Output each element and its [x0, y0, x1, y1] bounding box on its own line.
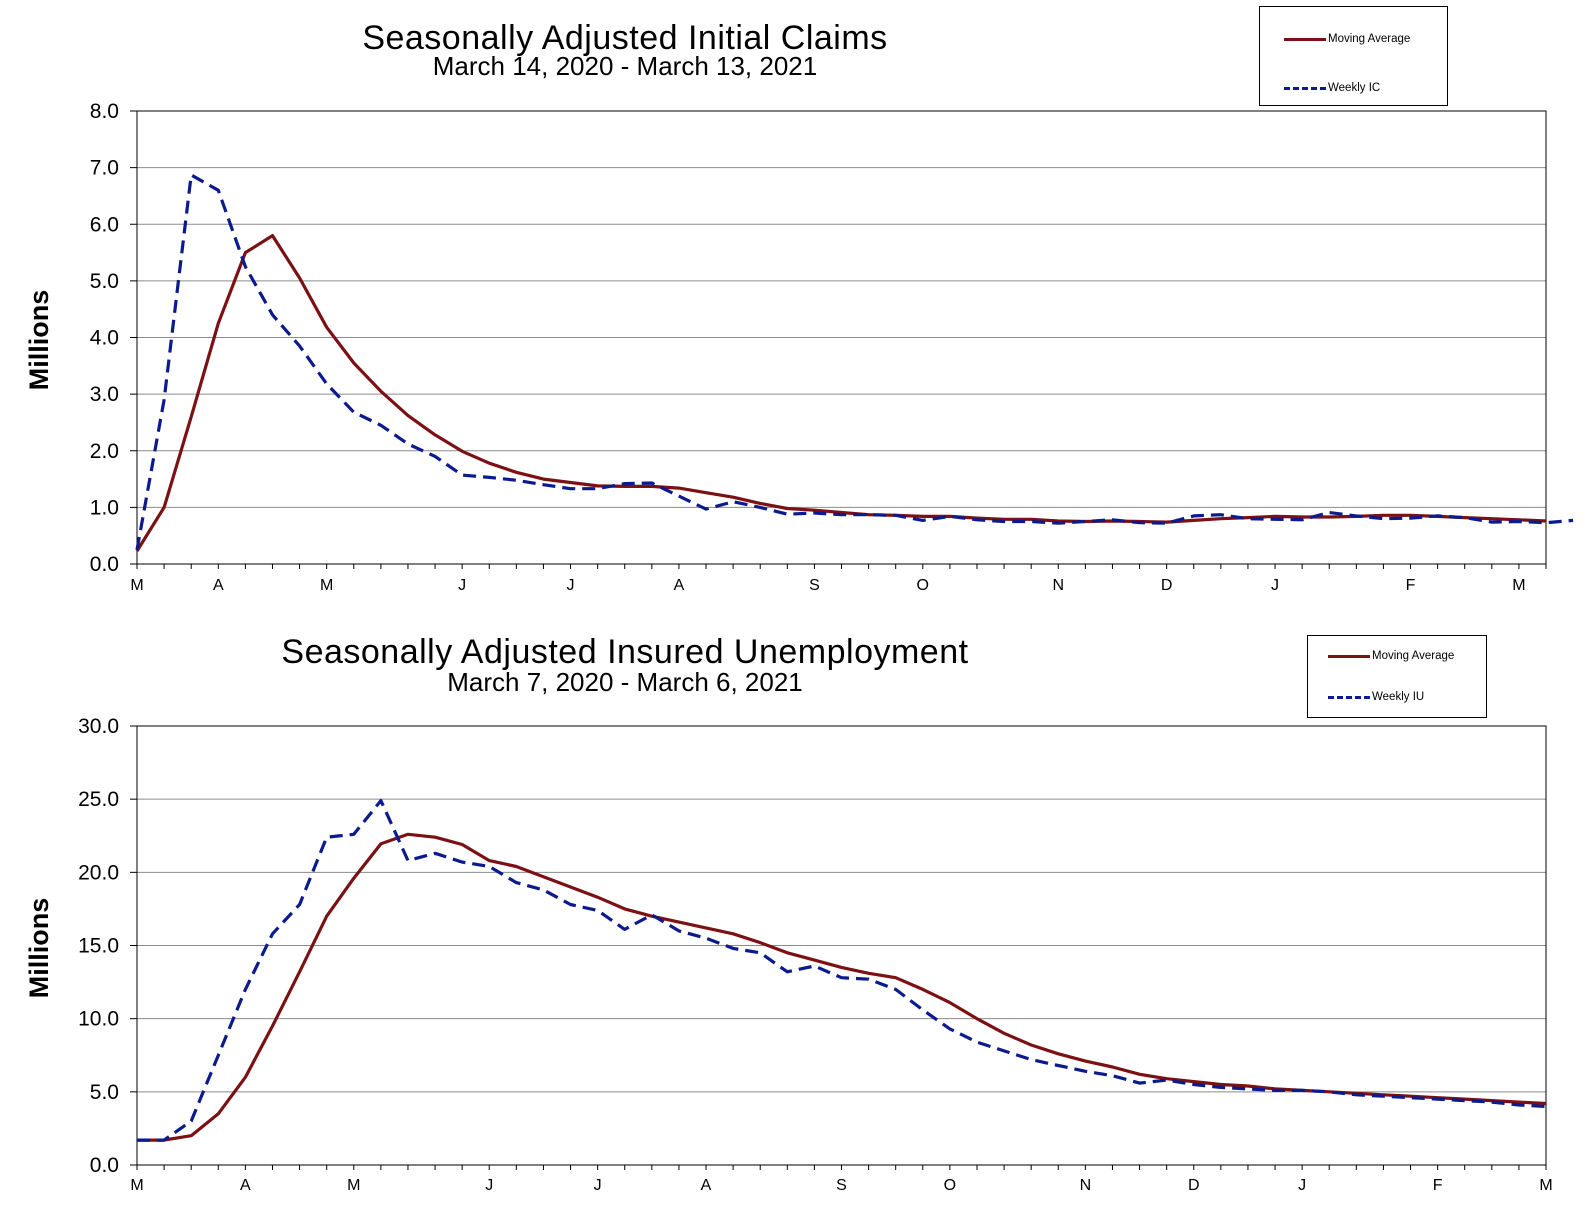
x-tick-label: A: [701, 1177, 712, 1194]
x-tick-label: M: [320, 577, 333, 594]
y-axis-label: Millions: [24, 898, 54, 999]
legend-item-weekly: Weekly IU: [1308, 689, 1424, 705]
y-tick-label: 2.0: [90, 440, 119, 463]
y-tick-label: 0.0: [90, 1154, 119, 1177]
legend: Moving Average Weekly IU: [1307, 635, 1487, 718]
y-tick-label: 30.0: [78, 715, 119, 738]
x-tick-label: M: [130, 577, 143, 594]
y-tick-label: 25.0: [78, 788, 119, 811]
x-tick-label: N: [1052, 577, 1064, 594]
chart-panel-initial-claims: Seasonally Adjusted Initial Claims March…: [0, 0, 1590, 615]
x-tick-label: F: [1406, 577, 1416, 594]
series-line-weekly: [137, 799, 1547, 1142]
legend-swatch-solid: [1328, 654, 1370, 658]
chart-title: Seasonally Adjusted Initial Claims: [362, 19, 888, 57]
legend-item-moving-average: Moving Average: [1260, 31, 1410, 47]
x-tick-label: J: [1271, 577, 1279, 594]
legend-item-weekly: Weekly IC: [1260, 80, 1380, 96]
legend-label: Weekly IC: [1328, 82, 1381, 94]
y-tick-label: 15.0: [78, 935, 119, 958]
x-tick-label: J: [594, 1177, 602, 1194]
x-tick-label: F: [1433, 1177, 1443, 1194]
x-tick-label: D: [1161, 577, 1173, 594]
chart-plot-insured-unemployment: 0.0 5.0 10.0 15.0 20.0 25.0 30.0 M A M J J A S O N D J F M M…: [24, 715, 1553, 1194]
x-tick-label: A: [213, 577, 224, 594]
y-tick-label: 10.0: [78, 1008, 119, 1031]
y-tick-label: 5.0: [90, 270, 119, 293]
x-tick-label: O: [944, 1177, 956, 1194]
y-tick-label: 1.0: [90, 496, 119, 519]
chart-title: Seasonally Adjusted Insured Unemployment: [281, 633, 969, 671]
y-tick-label: 4.0: [90, 327, 119, 350]
legend: Moving Average Weekly IC: [1259, 6, 1448, 106]
y-tick-label: 8.0: [90, 100, 119, 123]
x-tick-label: A: [240, 1177, 251, 1194]
legend-label: Moving Average: [1372, 650, 1455, 662]
y-tick-label: 3.0: [90, 383, 119, 406]
x-tick-label: M: [130, 1177, 143, 1194]
y-tick-label: 0.0: [90, 553, 119, 576]
x-tick-label: J: [458, 577, 466, 594]
series-line-moving-average: [137, 832, 1547, 1142]
legend-swatch-dashed: [1328, 695, 1370, 699]
x-tick-label: O: [917, 577, 929, 594]
x-tick-label: D: [1188, 1177, 1200, 1194]
x-tick-label: A: [674, 577, 685, 594]
x-tick-label: J: [567, 577, 575, 594]
legend-label: Weekly IU: [1372, 691, 1425, 703]
y-tick-label: 7.0: [90, 157, 119, 180]
chart-subtitle: March 14, 2020 - March 13, 2021: [432, 51, 818, 81]
chart-panel-insured-unemployment: Seasonally Adjusted Insured Unemployment…: [0, 615, 1590, 1231]
legend-swatch-solid: [1284, 37, 1326, 41]
y-tick-label: 5.0: [90, 1081, 119, 1104]
legend-item-moving-average: Moving Average: [1308, 648, 1454, 664]
y-tick-label: 6.0: [90, 213, 119, 236]
legend-label: Moving Average: [1328, 33, 1411, 45]
x-tick-label: J: [485, 1177, 493, 1194]
legend-swatch-dashed: [1284, 86, 1326, 90]
chart-subtitle: March 7, 2020 - March 6, 2021: [447, 667, 803, 697]
x-tick-label: J: [1298, 1177, 1306, 1194]
x-tick-label: M: [347, 1177, 360, 1194]
y-axis-label: Millions: [24, 290, 54, 391]
chart-plot-initial-claims: 0.0 1.0 2.0 3.0 4.0 5.0 6.0 7.0 8.0 M A M J J A S O N D J F M…: [24, 100, 1574, 594]
series-line-moving-average: [135, 234, 1547, 552]
x-tick-label: S: [836, 1177, 847, 1194]
x-tick-label: S: [809, 577, 820, 594]
y-tick-label: 20.0: [78, 861, 119, 884]
x-tick-label: N: [1080, 1177, 1092, 1194]
x-tick-label: M: [1512, 577, 1525, 594]
series-line-weekly: [135, 173, 1574, 551]
x-tick-label: M: [1539, 1177, 1552, 1194]
